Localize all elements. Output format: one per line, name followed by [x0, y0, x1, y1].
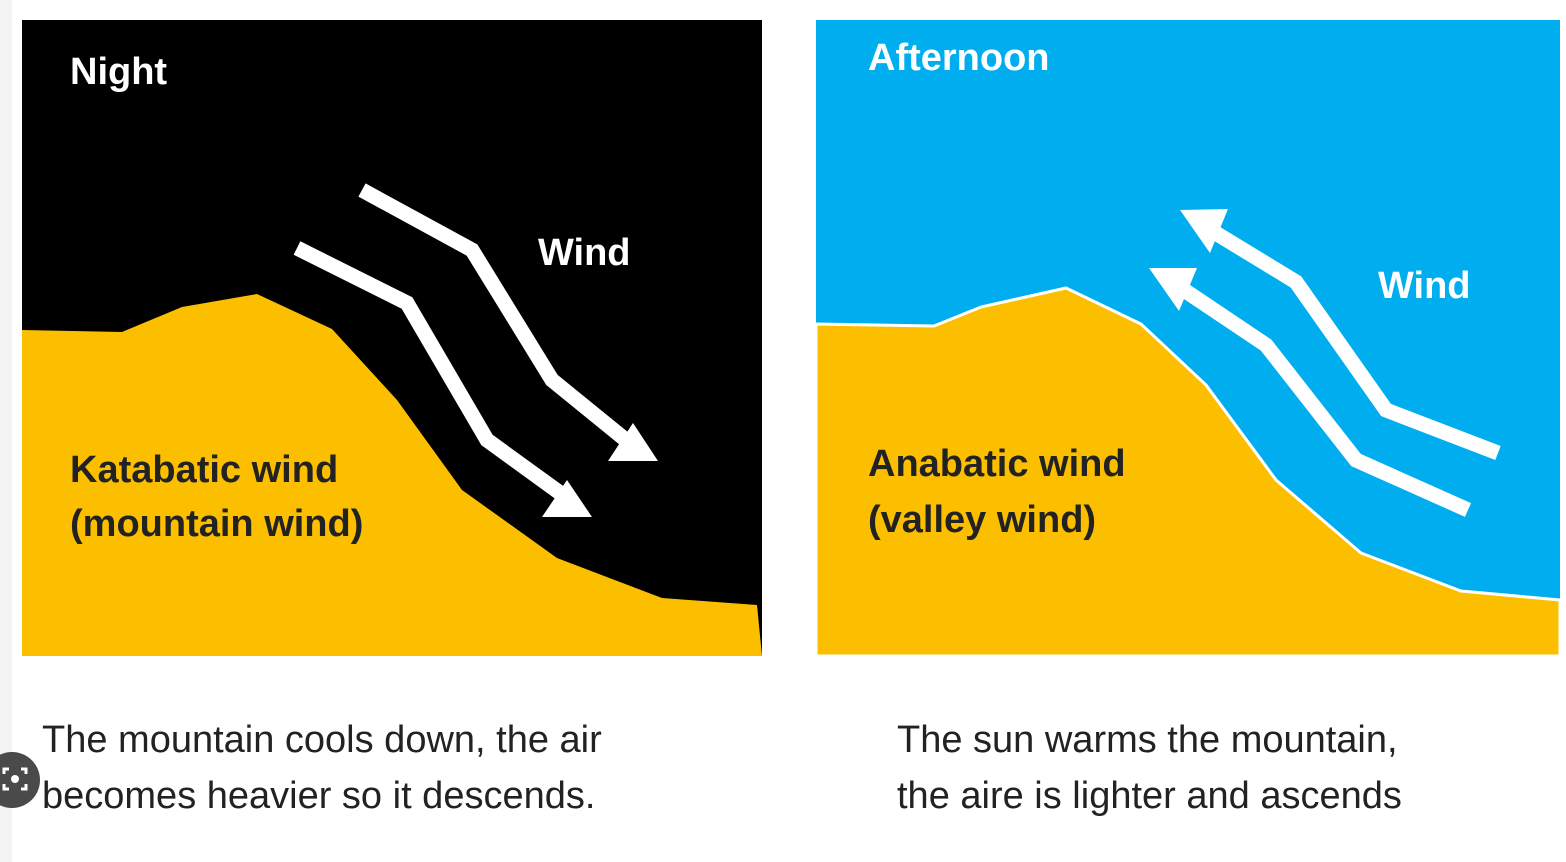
afternoon-arrow-upper-head	[1180, 209, 1228, 253]
afternoon-title: Afternoon	[868, 37, 1050, 79]
afternoon-arrow-lower-shaft	[1179, 283, 1472, 517]
night-caption-line2: becomes heavier so it descends.	[42, 775, 596, 817]
afternoon-wind-arrows	[1179, 225, 1501, 517]
page-edge-strip	[0, 0, 12, 862]
night-arrow-lower-head	[542, 480, 592, 517]
night-wind-arrows	[293, 183, 637, 505]
night-wind-label: Wind	[538, 232, 631, 274]
afternoon-wind-name-line2: (valley wind)	[868, 499, 1097, 541]
night-arrow-lower-shaft	[293, 241, 572, 505]
afternoon-panel: Afternoon Wind Anabatic wind (valley win…	[816, 20, 1560, 656]
afternoon-caption-line1: The sun warms the mountain,	[897, 719, 1398, 761]
night-wind-name-line1: Katabatic wind	[70, 449, 339, 491]
night-arrow-upper-shaft	[358, 183, 637, 451]
afternoon-arrow-lower-head	[1149, 268, 1197, 311]
night-wind-name-line2: (mountain wind)	[70, 503, 364, 545]
afternoon-illustration	[816, 20, 1560, 656]
image-search-button[interactable]	[0, 752, 40, 808]
night-mountain	[22, 294, 762, 656]
night-panel: Night Wind Katabatic wind (mountain wind…	[22, 20, 762, 656]
afternoon-wind-label: Wind	[1378, 265, 1471, 307]
afternoon-arrow-upper-shaft	[1210, 225, 1501, 461]
night-caption-line1: The mountain cools down, the air	[42, 719, 602, 761]
afternoon-caption-line2: the aire is lighter and ascends	[897, 775, 1402, 817]
image-search-icon	[2, 767, 28, 791]
night-arrow-upper-head	[608, 423, 658, 461]
night-title: Night	[70, 51, 168, 93]
afternoon-wind-name-line1: Anabatic wind	[868, 443, 1126, 485]
night-illustration	[22, 183, 762, 656]
afternoon-mountain	[816, 286, 1560, 656]
